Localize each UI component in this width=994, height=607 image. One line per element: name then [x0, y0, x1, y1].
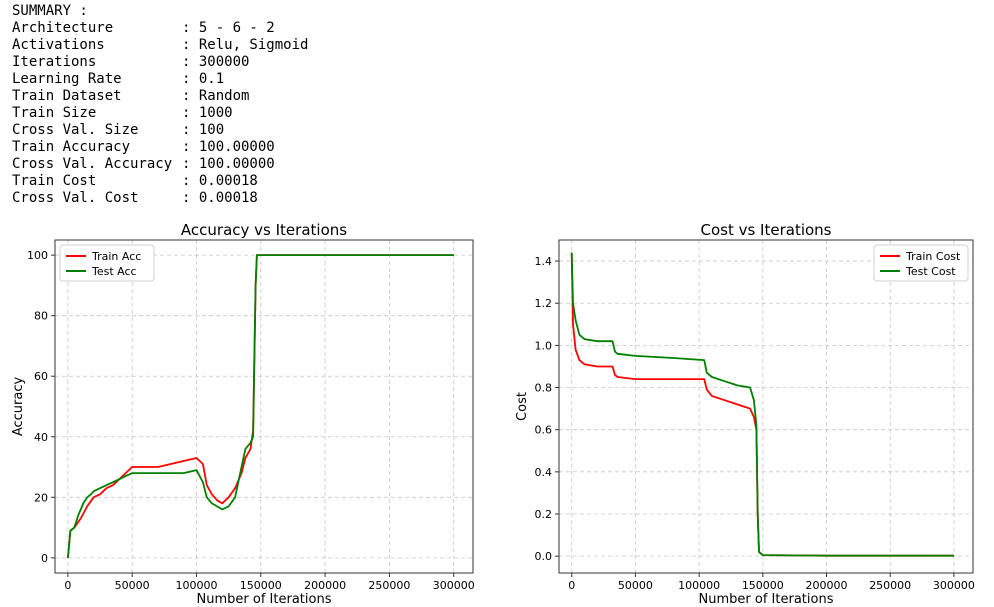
summary-key: Train Size: [12, 105, 97, 121]
legend-label: Test Acc: [91, 265, 137, 278]
y-tick-label: 0.2: [535, 508, 553, 521]
series-line-test-acc: [67, 254, 454, 558]
x-tick-label: 300000: [933, 579, 975, 592]
chart-title: Accuracy vs Iterations: [181, 221, 347, 239]
summary-key: Train Dataset: [12, 88, 122, 104]
summary-key: Learning Rate: [12, 71, 122, 87]
y-tick-label: 80: [34, 310, 48, 323]
x-tick-label: 0: [64, 579, 71, 592]
y-axis-label: Cost: [515, 392, 530, 421]
x-tick-label: 250000: [368, 579, 410, 592]
summary-row: Iterations : 300000: [12, 54, 308, 71]
y-tick-label: 40: [34, 431, 48, 444]
x-tick-label: 150000: [240, 579, 282, 592]
summary-row: Cross Val. Size : 100: [12, 122, 308, 139]
series-line-test-cost: [570, 252, 954, 557]
summary-key: Activations: [12, 37, 105, 53]
legend-label: Test Cost: [905, 265, 956, 278]
y-tick-label: 60: [34, 370, 48, 383]
y-tick-label: 0.4: [535, 466, 553, 479]
summary-value: : 100: [182, 122, 225, 138]
summary-row: Cross Val. Cost : 0.00018: [12, 190, 308, 207]
summary-value: : 0.00018: [182, 173, 258, 189]
chart-2: 0 50000 100000 150000 200000 250000 300000 0.0 0…: [515, 221, 975, 607]
legend: Train Cost Test Cost: [873, 244, 969, 282]
legend-label: Train Cost: [905, 250, 961, 263]
summary-value: : Relu, Sigmoid: [182, 37, 309, 53]
y-tick-label: 100: [27, 249, 48, 262]
legend-label: Train Acc: [91, 250, 141, 263]
summary-row: Train Dataset : Random: [12, 88, 308, 105]
x-tick-label: 150000: [742, 579, 784, 592]
y-tick-label: 0.0: [535, 550, 553, 563]
summary-key: Cross Val. Size: [12, 122, 139, 138]
y-tick-label: 1.2: [535, 297, 553, 310]
summary-row: Activations : Relu, Sigmoid: [12, 37, 308, 54]
summary-value: : 100.00000: [182, 156, 275, 172]
summary-value: : 5 - 6 - 2: [182, 20, 275, 36]
x-axis-label: Number of Iterations: [699, 592, 834, 607]
summary-block: SUMMARY : Architecture: 5 - 6 - 2 Activati…: [12, 3, 308, 207]
plot-frame: [54, 239, 474, 574]
y-tick-label: 1.0: [535, 339, 553, 352]
y-tick-label: 1.4: [535, 255, 553, 268]
x-tick-label: 300000: [433, 579, 475, 592]
summary-key: Cross Val. Accuracy: [12, 156, 173, 172]
x-tick-label: 50000: [115, 579, 150, 592]
summary-row: Train Size : 1000: [12, 105, 308, 122]
summary-key: Cross Val. Cost: [12, 190, 139, 206]
x-tick-label: 100000: [175, 579, 217, 592]
series-line-train-acc: [67, 254, 454, 558]
summary-value: : 100.00000: [182, 139, 275, 155]
summary-value: : 0.1: [182, 71, 225, 87]
chart-1: 0 50000 100000 150000 200000 250000 300000 0 20 4…: [11, 221, 475, 607]
y-axis-label: Accuracy: [11, 377, 26, 437]
summary-row: Learning Rate : 0.1: [12, 71, 308, 88]
summary-key: Architecture: [12, 20, 114, 36]
summary-value: : 1000: [182, 105, 233, 121]
y-tick-label: 0.6: [535, 424, 553, 437]
summary-key: Train Cost: [12, 173, 97, 189]
x-axis-label: Number of Iterations: [197, 592, 332, 607]
summary-value: : Random: [182, 88, 250, 104]
x-tick-label: 50000: [618, 579, 653, 592]
y-tick-label: 20: [34, 491, 48, 504]
x-tick-label: 200000: [806, 579, 848, 592]
legend: Train Acc Test Acc: [59, 244, 155, 282]
y-tick-label: 0.8: [535, 382, 553, 395]
chart-title: Cost vs Iterations: [700, 221, 831, 239]
summary-row: Architecture : 5 - 6 - 2: [12, 20, 308, 37]
summary-value: : 0.00018: [182, 190, 258, 206]
x-tick-label: 250000: [869, 579, 911, 592]
x-tick-label: 100000: [678, 579, 720, 592]
summary-row: Train Cost : 0.00018: [12, 173, 308, 190]
summary-row: Train Accuracy : 100.00000: [12, 139, 308, 156]
x-tick-label: 0: [568, 579, 575, 592]
x-tick-label: 200000: [304, 579, 346, 592]
y-tick-label: 0: [41, 552, 48, 565]
summary-row: Cross Val. Accuracy : 100.00000: [12, 156, 308, 173]
summary-key: Train Accuracy: [12, 139, 131, 155]
summary-value: : 300000: [182, 54, 250, 70]
summary-header: SUMMARY :: [12, 3, 88, 19]
summary-key: Iterations: [12, 54, 97, 70]
plot-frame: [558, 239, 974, 574]
